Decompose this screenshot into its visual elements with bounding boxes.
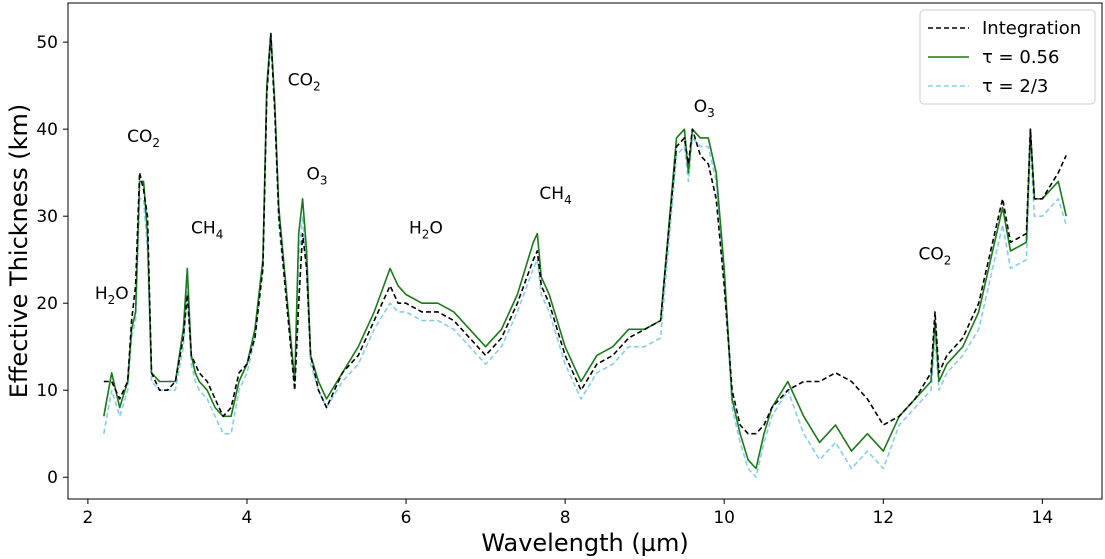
- molecule-annotation: CO2: [288, 71, 321, 94]
- x-tick-label: 6: [401, 508, 412, 528]
- molecule-annotation: CO2: [127, 127, 160, 150]
- annotations: H2O CO2 CH4 CO2 O3 H2O CH4 O3 CO2: [95, 71, 952, 307]
- x-axis-ticks: 2 4 6 8 10 12 14: [82, 499, 1053, 528]
- y-tick-label: 20: [36, 294, 58, 314]
- legend-label: τ = 2/3: [982, 76, 1048, 97]
- molecule-annotation: CH4: [191, 219, 223, 242]
- y-tick-label: 0: [47, 468, 58, 488]
- series-line-0: [103, 32, 1067, 435]
- molecule-annotation: CH4: [539, 184, 571, 207]
- legend-label: Integration: [982, 18, 1081, 39]
- molecule-annotation: O3: [694, 97, 715, 120]
- series-line-1: [103, 32, 1067, 470]
- x-tick-label: 2: [82, 508, 93, 528]
- x-tick-label: 12: [872, 508, 894, 528]
- molecule-annotation: CO2: [919, 245, 952, 268]
- legend-box: [919, 9, 1096, 105]
- y-tick-label: 50: [36, 33, 58, 53]
- legend-label: τ = 0.56: [982, 47, 1059, 68]
- y-tick-label: 10: [36, 381, 58, 401]
- x-axis-label: Wavelength (µm): [481, 529, 688, 557]
- series-line-2: [103, 41, 1067, 479]
- y-axis-label: Effective Thickness (km): [5, 104, 33, 399]
- legend: Integration τ = 0.56 τ = 2/3: [919, 9, 1096, 105]
- plot-frame: [67, 2, 1103, 500]
- molecule-annotation: H2O: [409, 219, 443, 242]
- x-tick-label: 8: [560, 508, 571, 528]
- y-axis-ticks: 0 10 20 30 40 50: [36, 33, 68, 488]
- molecule-annotation: O3: [306, 165, 327, 188]
- legend-entries: Integration τ = 0.56 τ = 2/3: [928, 18, 1081, 97]
- molecule-annotation: H2O: [95, 284, 129, 307]
- series-layer: [103, 32, 1067, 479]
- x-tick-label: 4: [242, 508, 253, 528]
- x-tick-label: 14: [1032, 508, 1054, 528]
- y-tick-label: 30: [36, 207, 58, 227]
- x-tick-label: 10: [713, 508, 735, 528]
- y-tick-label: 40: [36, 120, 58, 140]
